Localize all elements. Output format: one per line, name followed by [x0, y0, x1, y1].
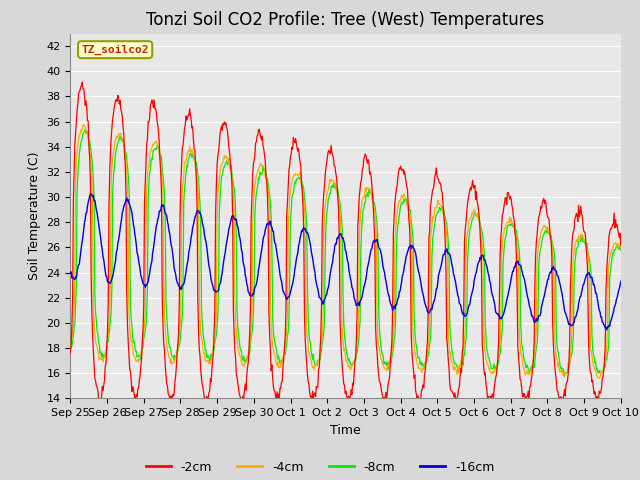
-8cm [476, 220, 483, 226]
-8cm [302, 211, 310, 217]
Line: -16cm: -16cm [70, 194, 621, 330]
-16cm [68, 274, 76, 280]
-8cm [323, 212, 330, 217]
-2cm [67, 350, 74, 356]
-16cm [87, 191, 95, 197]
-4cm [80, 122, 88, 128]
-8cm [67, 342, 74, 348]
-4cm [617, 246, 625, 252]
-4cm [595, 375, 603, 381]
-2cm [145, 119, 153, 125]
X-axis label: Time: Time [330, 424, 361, 437]
-8cm [462, 336, 470, 342]
Y-axis label: Soil Temperature (C): Soil Temperature (C) [28, 152, 41, 280]
-4cm [67, 347, 74, 353]
-2cm [617, 242, 625, 248]
-8cm [561, 372, 568, 378]
-2cm [463, 209, 470, 215]
Legend: -2cm, -4cm, -8cm, -16cm: -2cm, -4cm, -8cm, -16cm [141, 456, 499, 479]
-2cm [324, 154, 332, 159]
-4cm [302, 306, 310, 312]
-2cm [68, 296, 76, 301]
-8cm [145, 195, 152, 201]
-4cm [476, 219, 483, 225]
-16cm [476, 258, 483, 264]
Text: TZ_soilco2: TZ_soilco2 [81, 45, 149, 55]
-4cm [462, 252, 470, 257]
-16cm [145, 279, 152, 285]
-2cm [303, 361, 310, 367]
-16cm [323, 292, 330, 298]
-4cm [323, 193, 330, 199]
Line: -2cm: -2cm [70, 82, 621, 398]
-8cm [68, 339, 76, 345]
-2cm [79, 79, 86, 85]
-2cm [476, 228, 484, 234]
-8cm [617, 247, 625, 253]
-16cm [462, 312, 470, 318]
Title: Tonzi Soil CO2 Profile: Tree (West) Temperatures: Tonzi Soil CO2 Profile: Tree (West) Temp… [147, 11, 545, 29]
-4cm [68, 327, 76, 333]
-16cm [302, 228, 310, 234]
-8cm [81, 126, 89, 132]
-16cm [617, 278, 625, 284]
-4cm [145, 164, 152, 169]
-16cm [67, 270, 74, 276]
Line: -8cm: -8cm [70, 129, 621, 375]
-2cm [95, 396, 103, 401]
Line: -4cm: -4cm [70, 125, 621, 378]
-16cm [603, 327, 611, 333]
